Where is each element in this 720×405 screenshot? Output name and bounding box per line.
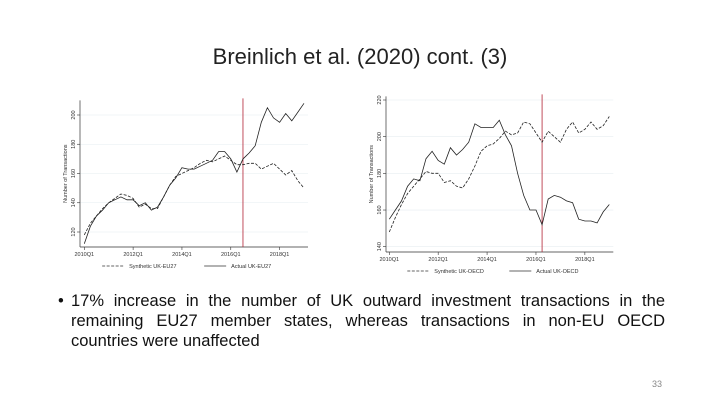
y-tick-label: 200 (71, 110, 77, 119)
legend-label: Synthetic UK-OECD (434, 269, 484, 275)
chart-svg-oecd: 140 160 180 200 220 Number of Transactions 201… (369, 94, 614, 275)
y-tick-label: 180 (377, 169, 383, 178)
page-number: 33 (652, 379, 663, 389)
x-tick-label: 2010Q1 (380, 257, 400, 263)
bullet-icon: • (58, 292, 64, 310)
y-tick-label: 120 (71, 227, 77, 236)
y-tick-label: 140 (71, 198, 77, 207)
legend-label: Actual UK-OECD (536, 269, 578, 275)
y-axis-label: Number of Transactions (369, 145, 375, 204)
chart-svg-eu27: 120 140 160 180 200 Number of Transactions 201… (63, 98, 308, 270)
x-tick-label: 2018Q1 (270, 252, 290, 258)
y-tick-label: 160 (71, 169, 77, 178)
x-tick-label: 2016Q1 (526, 257, 546, 263)
y-tick-label: 200 (377, 132, 383, 141)
y-tick-label: 180 (71, 140, 77, 149)
y-tick-label: 140 (377, 242, 383, 251)
x-tick-label: 2012Q1 (428, 257, 448, 263)
bullet-point: • 17% increase in the number of UK outwa… (58, 291, 665, 351)
x-tick-label: 2014Q1 (477, 257, 497, 263)
bullet-text: 17% increase in the number of UK outward… (71, 292, 665, 350)
y-tick-label: 220 (377, 95, 383, 104)
legend-label: Synthetic UK-EU27 (129, 264, 176, 270)
y-tick-label: 160 (377, 205, 383, 214)
y-axis-label: Number of Transactions (63, 144, 69, 203)
series-line-actual-uk-oecd (388, 119, 610, 226)
x-tick-label: 2010Q1 (75, 252, 95, 258)
x-tick-label: 2018Q1 (575, 257, 595, 263)
series-line-synthetic-uk-eu27 (83, 155, 305, 236)
x-tick-label: 2014Q1 (172, 252, 192, 258)
x-tick-label: 2012Q1 (123, 252, 143, 258)
chart-uk-oecd: 140 160 180 200 220 Number of Transactions 201… (350, 90, 630, 280)
legend-label: Actual UK-EU27 (231, 264, 271, 270)
x-tick-label: 2016Q1 (221, 252, 241, 258)
slide-title: Breinlich et al. (2020) cont. (3) (212, 44, 508, 69)
series-line-synthetic-uk-oecd (388, 116, 610, 233)
chart-uk-eu27: 120 140 160 180 200 Number of Transactions 201… (50, 90, 330, 280)
series-line-actual-uk-eu27 (83, 103, 305, 244)
